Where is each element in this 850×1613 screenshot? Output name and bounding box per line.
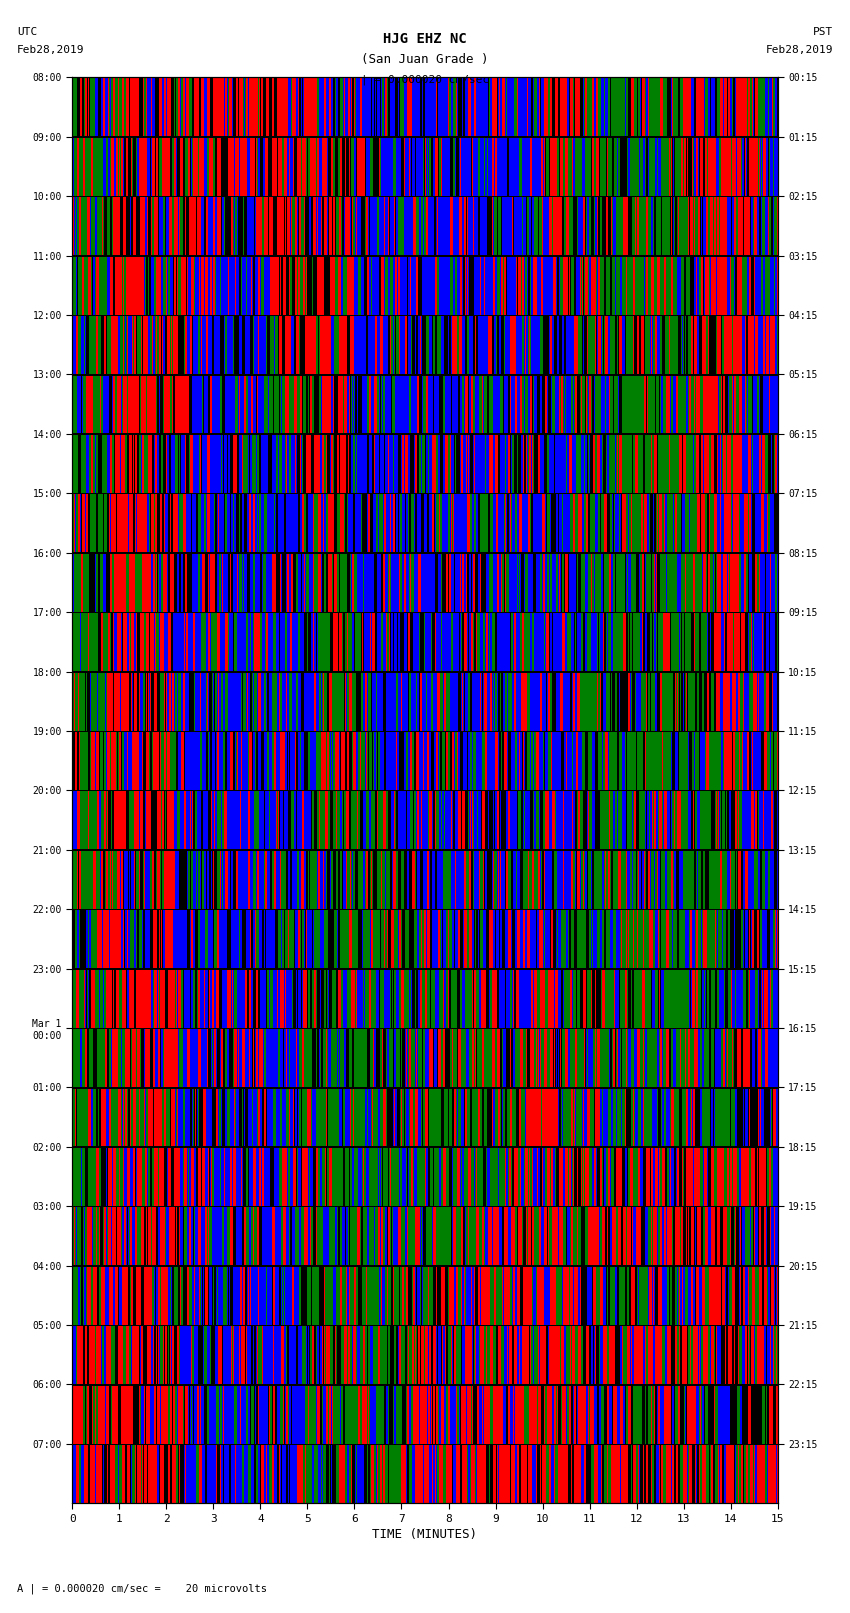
Text: Feb28,2019: Feb28,2019	[17, 45, 84, 55]
Text: PST: PST	[813, 27, 833, 37]
Text: UTC: UTC	[17, 27, 37, 37]
X-axis label: TIME (MINUTES): TIME (MINUTES)	[372, 1528, 478, 1540]
Text: (San Juan Grade ): (San Juan Grade )	[361, 53, 489, 66]
Text: | = 0.000020 cm/sec: | = 0.000020 cm/sec	[361, 74, 489, 85]
Text: HJG EHZ NC: HJG EHZ NC	[383, 32, 467, 47]
Text: Feb28,2019: Feb28,2019	[766, 45, 833, 55]
Text: A | = 0.000020 cm/sec =    20 microvolts: A | = 0.000020 cm/sec = 20 microvolts	[17, 1582, 267, 1594]
